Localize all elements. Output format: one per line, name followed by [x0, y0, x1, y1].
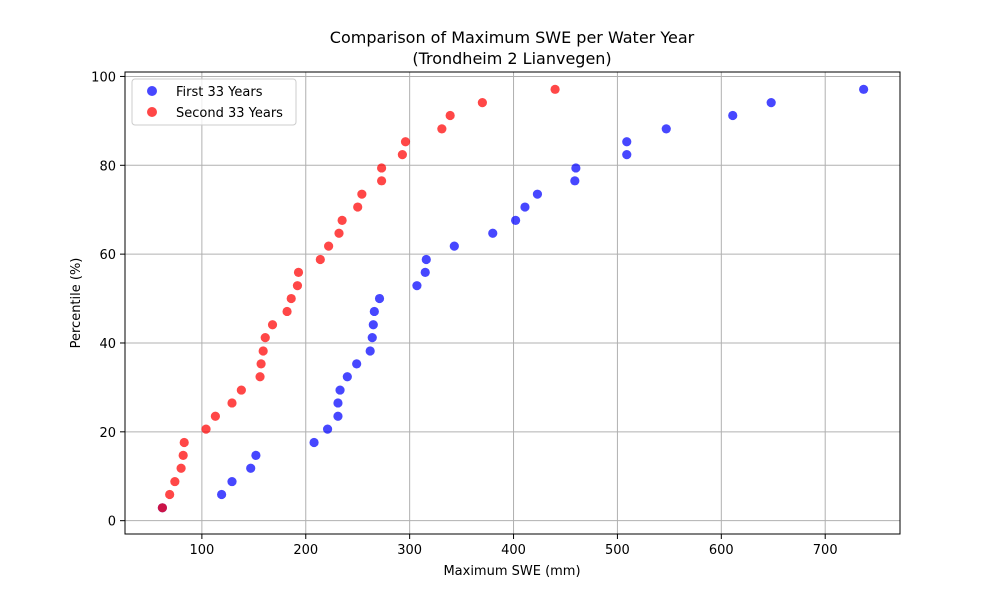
point-second-33-years: [165, 489, 175, 500]
point-second-33-years: [324, 241, 334, 251]
point-second-33-years: [445, 110, 455, 121]
point-second-33-years: [437, 124, 447, 134]
y-tick-label: 40: [99, 337, 116, 352]
point-first-33-years: [333, 411, 343, 421]
point-second-33-years: [236, 385, 246, 395]
x-tick-label: 100: [189, 543, 214, 558]
point-second-33-years: [260, 333, 270, 343]
chart-title: Comparison of Maximum SWE per Water Year: [330, 28, 695, 47]
point-first-33-years: [766, 98, 776, 108]
point-first-33-years: [333, 398, 343, 408]
point-first-33-years: [251, 450, 261, 460]
point-second-33-years: [170, 476, 180, 487]
x-tick-label: 700: [813, 543, 838, 558]
point-second-33-years: [210, 411, 220, 421]
point-second-33-years: [377, 176, 387, 186]
point-first-33-years: [420, 267, 430, 277]
point-second-33-years: [286, 293, 296, 304]
data-points: [157, 84, 869, 513]
plot-frame: [124, 71, 901, 535]
point-second-33-years: [477, 98, 487, 108]
point-first-33-years: [859, 84, 869, 94]
point-second-33-years: [334, 228, 344, 238]
point-first-33-years: [369, 306, 379, 317]
point-first-33-years: [217, 489, 227, 500]
point-second-33-years: [550, 84, 560, 94]
point-second-33-years: [267, 320, 278, 330]
point-second-33-years: [282, 306, 292, 317]
x-tick-label: 200: [293, 543, 318, 558]
point-first-33-years: [622, 137, 632, 147]
point-second-33-years: [256, 359, 266, 369]
point-first-33-years: [335, 385, 345, 395]
legend-marker-first: [147, 86, 157, 96]
point-first-33-years: [374, 293, 385, 304]
point-second-33-years: [315, 254, 325, 265]
y-tick-label: 20: [99, 426, 116, 441]
point-second-33-years: [227, 398, 237, 408]
point-second-33-years: [179, 437, 189, 448]
point-second-33-years: [157, 503, 167, 513]
x-tick-label: 300: [397, 543, 422, 558]
point-second-33-years: [337, 215, 347, 225]
point-second-33-years: [178, 450, 188, 460]
point-first-33-years: [352, 359, 362, 369]
y-tick-label: 80: [99, 159, 116, 174]
point-first-33-years: [488, 228, 498, 238]
point-first-33-years: [227, 476, 237, 487]
point-first-33-years: [532, 189, 543, 199]
y-tick-label: 60: [99, 248, 116, 263]
point-first-33-years: [322, 424, 333, 434]
point-first-33-years: [449, 241, 459, 251]
point-second-33-years: [258, 346, 268, 356]
chart-subtitle: (Trondheim 2 Lianvegen): [412, 49, 611, 68]
point-first-33-years: [368, 320, 378, 330]
point-second-33-years: [292, 281, 303, 291]
point-first-33-years: [367, 333, 377, 343]
x-tick-label: 400: [501, 543, 526, 558]
legend-marker-second: [147, 107, 157, 117]
point-second-33-years: [293, 267, 304, 277]
x-tick-label: 600: [709, 543, 734, 558]
axis-ticks: 100 200 300 400 500 600 700 0 20 40 60 80 100: [91, 70, 837, 558]
grid: [125, 72, 900, 534]
point-second-33-years: [377, 163, 387, 173]
point-first-33-years: [421, 254, 431, 265]
point-first-33-years: [661, 124, 671, 134]
x-axis-label: Maximum SWE (mm): [443, 564, 580, 579]
point-first-33-years: [309, 437, 319, 448]
legend-label-second: Second 33 Years: [176, 106, 283, 121]
point-first-33-years: [412, 281, 422, 291]
point-first-33-years: [365, 346, 375, 356]
point-first-33-years: [520, 202, 530, 212]
point-first-33-years: [570, 176, 580, 186]
legend-box: [131, 78, 297, 126]
point-second-33-years: [353, 202, 363, 212]
legend: First 33 Years Second 33 Years: [131, 78, 297, 126]
x-tick-label: 500: [605, 543, 630, 558]
point-first-33-years: [342, 372, 352, 382]
legend-label-first: First 33 Years: [176, 85, 263, 100]
y-axis-label: Percentile (%): [69, 258, 84, 349]
point-second-33-years: [201, 424, 211, 434]
point-second-33-years: [176, 463, 186, 473]
point-second-33-years: [397, 150, 407, 160]
point-second-33-years: [357, 189, 367, 199]
point-first-33-years: [622, 150, 632, 160]
point-first-33-years: [728, 110, 738, 121]
point-second-33-years: [400, 137, 411, 147]
point-first-33-years: [511, 215, 521, 225]
point-second-33-years: [255, 372, 265, 382]
y-tick-label: 100: [91, 70, 116, 85]
point-first-33-years: [246, 463, 256, 473]
y-tick-label: 0: [108, 515, 116, 530]
point-first-33-years: [571, 163, 581, 173]
